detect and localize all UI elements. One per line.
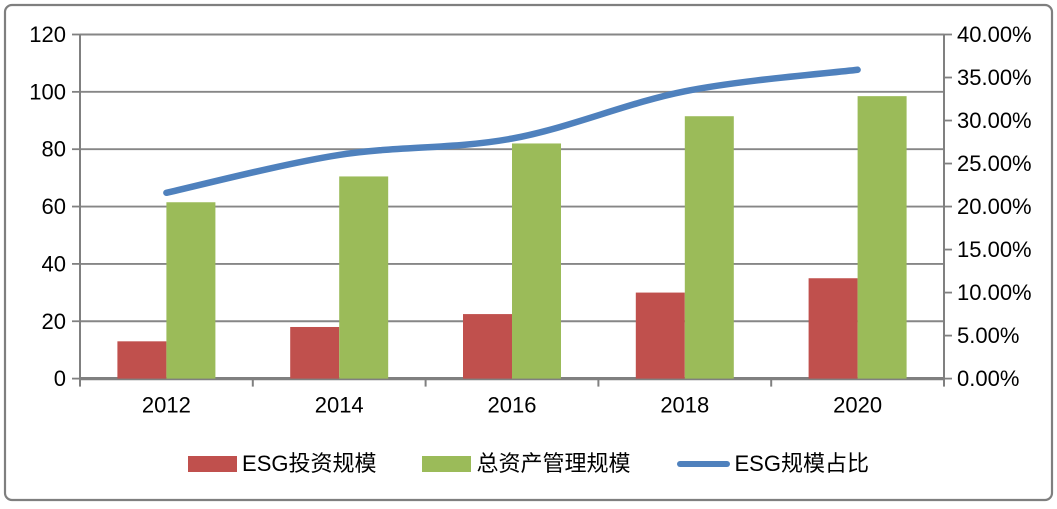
line-esg-ratio bbox=[163, 66, 861, 197]
bar-s0-2014 bbox=[290, 326, 340, 379]
left-tick-label-20: 20 bbox=[42, 309, 66, 334]
right-tick-label-25.00%: 25.00% bbox=[957, 151, 1032, 176]
left-tick-label-120: 120 bbox=[29, 22, 66, 47]
right-tick-label-40.00%: 40.00% bbox=[957, 22, 1032, 47]
left-tick-label-40: 40 bbox=[42, 251, 66, 276]
left-tick-label-80: 80 bbox=[42, 137, 66, 162]
bar-s0-2016 bbox=[463, 314, 512, 379]
right-tick-label-15.00%: 15.00% bbox=[957, 237, 1032, 262]
right-tick-label-35.00%: 35.00% bbox=[957, 65, 1032, 90]
bar-s1-2014 bbox=[339, 176, 389, 379]
x-label-2018: 2018 bbox=[660, 393, 709, 418]
bar-s0-2020 bbox=[808, 278, 858, 379]
bar-s1-2020 bbox=[857, 96, 907, 379]
bar-s1-2018 bbox=[684, 116, 734, 379]
bar-s0-2012 bbox=[117, 341, 167, 379]
right-tick-label-20.00%: 20.00% bbox=[957, 194, 1032, 219]
x-label-2016: 2016 bbox=[488, 393, 537, 418]
x-label-2020: 2020 bbox=[833, 393, 882, 418]
left-tick-label-60: 60 bbox=[42, 194, 66, 219]
right-tick-label-5.00%: 5.00% bbox=[957, 323, 1019, 348]
x-label-2014: 2014 bbox=[315, 393, 364, 418]
left-tick-label-100: 100 bbox=[29, 79, 66, 104]
chart-border bbox=[3, 3, 1054, 502]
right-tick-label-10.00%: 10.00% bbox=[957, 280, 1032, 305]
bar-s1-2016 bbox=[512, 143, 561, 379]
x-label-2012: 2012 bbox=[142, 393, 191, 418]
bar-s1-2012 bbox=[166, 202, 216, 379]
left-tick-label-0: 0 bbox=[54, 366, 66, 391]
right-tick-label-30.00%: 30.00% bbox=[957, 108, 1032, 133]
bar-s0-2018 bbox=[635, 292, 685, 379]
right-tick-label-0.00%: 0.00% bbox=[957, 366, 1019, 391]
